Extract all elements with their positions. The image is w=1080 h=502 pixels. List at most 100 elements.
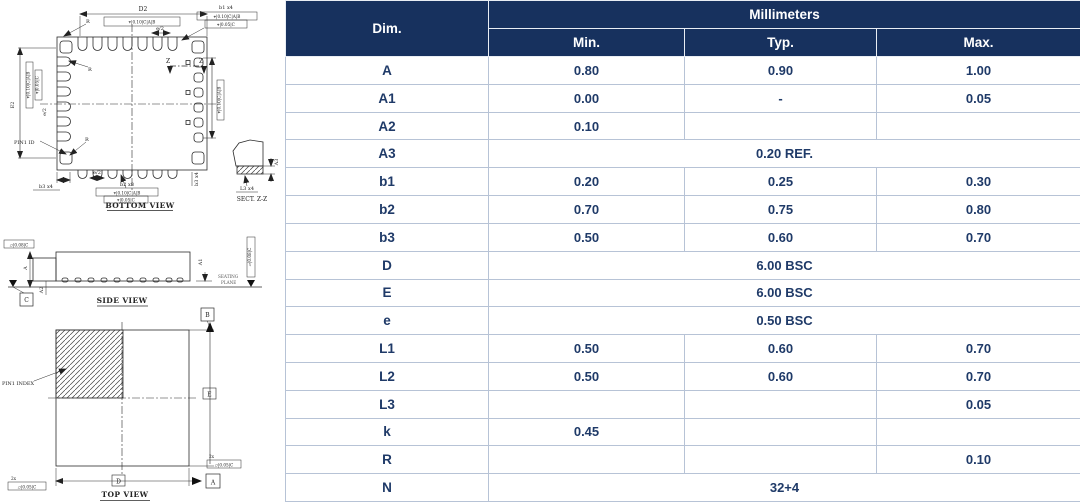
typ-value-cell: [684, 445, 877, 475]
datum-c-label: C: [24, 297, 29, 304]
section-zz-drawing: [232, 139, 275, 193]
table-row: R 0.10: [285, 445, 1080, 475]
subheader-row: Min. Typ. Max.: [286, 28, 1080, 57]
b1-x4-label: b1 x4: [219, 5, 233, 11]
col-header-max: Max.: [876, 28, 1080, 57]
table-row: b1 0.20 0.25 0.30: [285, 167, 1080, 197]
flatness-fcf-bottom-left: ▱|0.05|C: [18, 485, 37, 490]
flatness-fcf-bottom-right: ▱|0.05|C: [215, 463, 234, 468]
min-value-cell: 0.10: [488, 111, 685, 141]
bottom-view-drawing: [17, 11, 258, 204]
radius-label-2: R: [88, 67, 92, 73]
max-value-cell: [876, 417, 1080, 447]
e2-dimension-label: E2: [10, 102, 16, 109]
table-row: A3 0.20 REF.: [285, 139, 1080, 169]
col-header-typ: Typ.: [684, 28, 877, 57]
pin1-index-hatch: [55, 329, 124, 399]
top-view-drawing: [7, 322, 242, 501]
span-value-cell: 0.20 REF.: [488, 139, 1080, 169]
section-z-label-2: Z: [199, 58, 203, 65]
max-value-cell: [876, 111, 1080, 141]
typ-value-cell: 0.90: [684, 56, 877, 85]
datum-a-arrow: [192, 477, 202, 485]
table-row: A 0.80 0.90 1.00: [285, 56, 1080, 85]
radius-label-3: R: [85, 137, 89, 143]
a2-dimension-label: A2: [39, 287, 45, 295]
radius-label-1: R: [86, 19, 90, 25]
max-value-cell: 0.05: [876, 389, 1080, 419]
table-row: N 32+4: [285, 473, 1080, 502]
typ-value-cell: 0.60: [684, 334, 877, 363]
table-row: L2 0.50 0.60 0.70: [285, 361, 1080, 391]
dim-cell: D: [285, 250, 489, 280]
dim-cell: L3: [285, 389, 489, 419]
col-header-millimeters: Millimeters: [488, 0, 1080, 29]
typ-value-cell: [684, 389, 877, 419]
b3-x4-vertical-label: b3 x4: [194, 172, 200, 186]
datum-b-arrow: [206, 322, 214, 332]
min-value-cell: 0.70: [488, 195, 685, 224]
dim-cell: L2: [285, 361, 489, 391]
span-value-cell: 6.00 BSC: [488, 250, 1080, 280]
table-row: b3 0.50 0.60 0.70: [285, 222, 1080, 252]
two-x-label-left: 2x: [11, 476, 17, 481]
position-fcf-e2-2: ⌖|0.05|C: [35, 76, 40, 94]
dim-cell: E: [285, 278, 489, 308]
dim-cell: k: [285, 417, 489, 447]
side-view-caption: SIDE VIEW: [97, 296, 148, 305]
package-drawing: D2 ⌖|0.10|C|A|B e/2 b1 x4 ⌖|0.10|C|A|B ⌖…: [2, 5, 280, 501]
dim-cell: R: [285, 445, 489, 475]
b2-x8-label: b2 x8: [120, 182, 134, 188]
seating-plane-label-1: SEATING: [218, 274, 239, 279]
table-row: A2 0.10: [285, 111, 1080, 141]
min-value-cell: 0.45: [488, 417, 685, 447]
max-value-cell: 0.70: [876, 361, 1080, 391]
table-row: E 6.00 BSC: [285, 278, 1080, 308]
dimensions-table-panel: Dim. Millimeters Min. Typ. Max. A 0.80 0.90 1…: [285, 0, 1080, 502]
position-fcf-e2: ⌖|0.10|C|A|B: [26, 72, 31, 99]
e-half-top-label: e/2: [156, 26, 164, 32]
dim-cell: A: [285, 56, 489, 85]
min-value-cell: 0.00: [488, 83, 685, 113]
max-value-cell: 0.70: [876, 222, 1080, 252]
a1-dimension-label: A1: [198, 259, 204, 267]
pin1-index-label: PIN1 INDEX: [2, 381, 34, 387]
col-header-dim: Dim.: [285, 0, 489, 57]
flatness-fcf-sideview: ▱|0.08|C: [10, 243, 29, 248]
dim-cell: A1: [285, 83, 489, 113]
position-fcf-b1-2: ⌖|0.05|C: [217, 22, 235, 27]
position-fcf-right: ⌖|0.10|C|A|B: [217, 87, 222, 114]
position-fcf-b2-2: ⌖|0.05|C: [117, 198, 135, 203]
table-row: L1 0.50 0.60 0.70: [285, 334, 1080, 363]
min-value-cell: 0.20: [488, 167, 685, 197]
max-value-cell: 0.30: [876, 167, 1080, 197]
span-value-cell: 32+4: [488, 473, 1080, 502]
dimensions-table: Dim. Millimeters Min. Typ. Max. A 0.80 0.90 1…: [285, 0, 1080, 502]
typ-value-cell: [684, 111, 877, 141]
table-row: A1 0.00-0.05: [285, 83, 1080, 113]
span-value-cell: 6.00 BSC: [488, 278, 1080, 308]
min-value-cell: 0.50: [488, 334, 685, 363]
table-row: D 6.00 BSC: [285, 250, 1080, 280]
max-value-cell: 1.00: [876, 56, 1080, 85]
section-pad-hatch: [236, 165, 264, 175]
max-value-cell: 0.10: [876, 445, 1080, 475]
datum-triangle-left: [9, 280, 17, 287]
typ-value-cell: -: [684, 83, 877, 113]
section-z-label-1: Z: [166, 58, 170, 65]
bottom-view-caption: BOTTOM VIEW: [105, 201, 174, 210]
package-drawing-panel: D2 ⌖|0.10|C|A|B e/2 b1 x4 ⌖|0.10|C|A|B ⌖…: [0, 0, 285, 502]
e-basic-dimension-label: E: [207, 392, 211, 399]
min-value-cell: 0.80: [488, 56, 685, 85]
dim-cell: N: [285, 473, 489, 502]
datum-a-label: A: [210, 480, 216, 487]
dim-cell: b1: [285, 167, 489, 197]
position-fcf-b1: ⌖|0.10|C|A|B: [214, 14, 241, 19]
l3-x4-label: L3 x4: [240, 186, 254, 192]
max-value-cell: 0.70: [876, 334, 1080, 363]
dim-cell: A3: [285, 139, 489, 169]
datum-triangle-right: [247, 280, 255, 287]
dim-cell: b2: [285, 195, 489, 224]
flatness-fcf-right: ▱|0.08|C: [247, 248, 252, 267]
